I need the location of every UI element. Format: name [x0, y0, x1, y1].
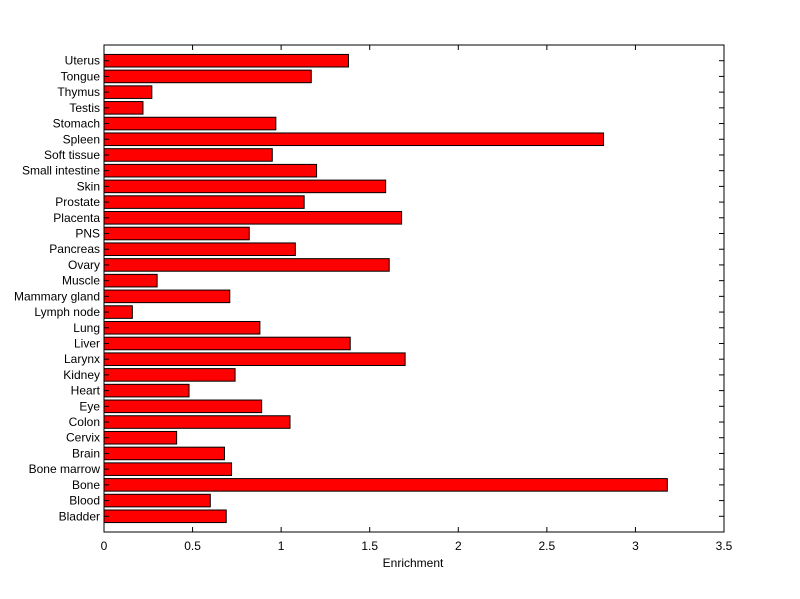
bar-pancreas: [103, 242, 296, 257]
bar-liver: [103, 336, 351, 351]
x-tick-label: 3.5: [716, 539, 733, 553]
bar-prostate: [103, 195, 305, 209]
bar-cervix: [103, 430, 178, 445]
bar-stomach: [103, 116, 277, 131]
y-tick-label: Testis: [69, 101, 100, 115]
bar-bone: [103, 478, 668, 492]
y-tick-label: Kidney: [63, 368, 100, 382]
ticks-layer: [103, 45, 725, 532]
y-tick-label: Bladder: [59, 509, 100, 523]
y-tick-label: Bone: [72, 478, 100, 492]
bar-skin: [103, 179, 387, 194]
bar-mammary-gland: [103, 289, 231, 304]
y-tick-label: Muscle: [62, 274, 100, 288]
bar-testis: [103, 101, 144, 115]
y-tick-label: Bone marrow: [29, 462, 101, 476]
y-tick-label: Ovary: [68, 258, 100, 272]
y-tick-label: Stomach: [53, 117, 100, 131]
bar-small-intestine: [103, 163, 318, 178]
y-tick-label: Lung: [73, 321, 100, 335]
bar-soft-tissue: [103, 148, 273, 162]
bar-larynx: [103, 352, 406, 366]
y-tick-label: Mammary gland: [14, 289, 100, 303]
y-tick-label: Liver: [74, 336, 100, 350]
bar-pns: [103, 226, 250, 241]
y-tick-label: Soft tissue: [44, 148, 100, 162]
bar-colon: [103, 415, 291, 429]
bar-heart: [103, 383, 190, 398]
bar-placenta: [103, 211, 403, 225]
y-tick-label: Spleen: [63, 132, 100, 146]
bar-thymus: [103, 85, 153, 99]
x-tick-label: 3: [632, 539, 639, 553]
y-tick-label: Skin: [77, 179, 100, 193]
bar-muscle: [103, 273, 158, 288]
y-tick-label: Uterus: [65, 54, 100, 68]
x-tick-label: 2.5: [539, 539, 556, 553]
y-tick-label: PNS: [75, 227, 100, 241]
bar-kidney: [103, 368, 236, 382]
plot-frame: [103, 44, 725, 533]
y-tick-label: Heart: [71, 384, 101, 398]
y-tick-label: Colon: [69, 415, 100, 429]
x-axis-label: Enrichment: [383, 556, 444, 570]
bar-brain: [103, 446, 225, 461]
bar-spleen: [103, 132, 605, 147]
x-tick-labels: 0 0.5 1 1.5 2 2.5 3 3.5: [101, 539, 733, 553]
bar-eye: [103, 399, 263, 414]
x-tick-label: 1: [278, 539, 285, 553]
y-tick-label: Larynx: [64, 352, 100, 366]
bar-blood: [103, 493, 211, 508]
x-tick-label: 0.5: [184, 539, 201, 553]
y-tick-label: Thymus: [57, 85, 100, 99]
y-tick-label: Tongue: [61, 69, 101, 83]
y-tick-label: Prostate: [55, 195, 100, 209]
bar-bone-marrow: [103, 462, 233, 476]
y-tick-label: Placenta: [53, 211, 100, 225]
x-tick-label: 0: [101, 539, 108, 553]
bar-uterus: [103, 53, 349, 68]
bar-lung: [103, 320, 261, 335]
y-tick-label: Eye: [79, 399, 100, 413]
y-tick-label: Lymph node: [34, 305, 100, 319]
y-tick-label: Brain: [72, 446, 100, 460]
y-tick-label: Blood: [69, 494, 100, 508]
x-tick-label: 2: [455, 539, 462, 553]
y-tick-label: Cervix: [66, 431, 100, 445]
bar-ovary: [103, 258, 390, 272]
bar-bladder: [103, 509, 227, 524]
bar-tongue: [103, 69, 312, 84]
y-tick-label: Small intestine: [22, 164, 100, 178]
y-tick-label: Pancreas: [49, 242, 100, 256]
x-tick-label: 1.5: [361, 539, 378, 553]
